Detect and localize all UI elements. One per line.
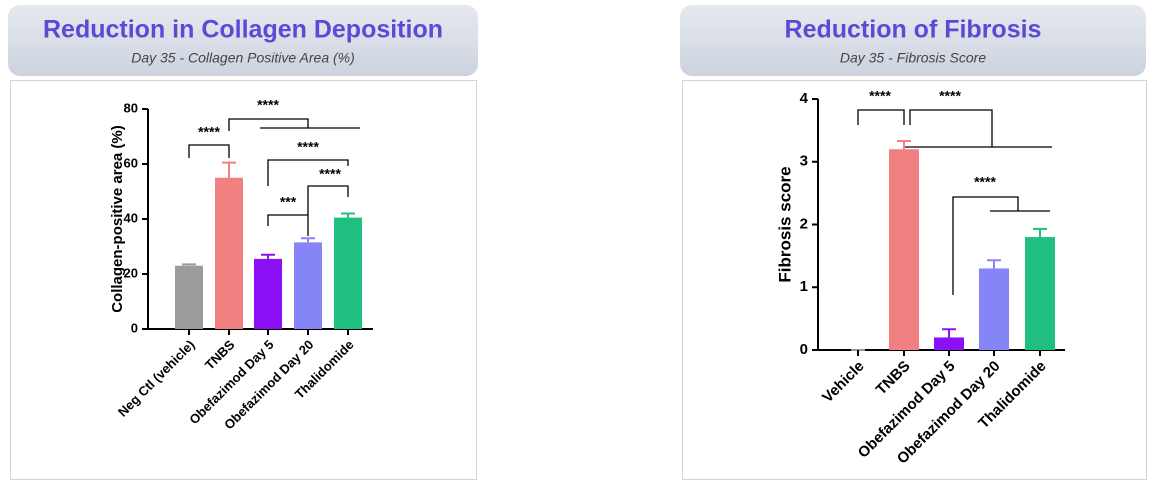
error-bar: [341, 212, 355, 218]
y-axis-label: Fibrosis score: [775, 166, 794, 282]
error-bar: [222, 161, 236, 178]
significance-bracket: [905, 109, 1052, 148]
error-bar: [301, 237, 315, 243]
error-bar: [261, 253, 275, 259]
y-tick-label: 3: [800, 153, 808, 170]
significance-label: ****: [319, 166, 341, 182]
bar: [215, 177, 243, 329]
error-bar: [182, 263, 196, 266]
significance-bracket: [228, 118, 360, 131]
bar: [934, 337, 964, 350]
significance-label: ****: [198, 124, 220, 140]
y-tick-label: 0: [800, 341, 808, 358]
y-tick-label: 40: [124, 210, 138, 225]
y-tick-label: 1: [800, 278, 808, 295]
error-bar: [987, 259, 1001, 269]
significance-label: ***: [280, 194, 297, 210]
y-tick-label: 2: [800, 215, 808, 232]
y-tick-label: 80: [124, 100, 138, 115]
bar: [254, 258, 282, 329]
bar: [889, 149, 919, 350]
y-tick-label: 0: [131, 320, 138, 335]
y-tick-label: 60: [124, 155, 138, 170]
significance-bracket: [307, 185, 349, 215]
chart-subtitle: Day 35 - Fibrosis Score: [840, 50, 986, 66]
significance-label: ****: [974, 174, 996, 190]
bar: [334, 217, 362, 329]
panel-frame: [10, 80, 477, 480]
bar: [175, 265, 203, 329]
significance-bracket: [952, 196, 1050, 295]
y-axis-label: Collagen-positive area (%): [109, 125, 126, 313]
significance-bracket: [857, 109, 905, 125]
error-bar: [942, 328, 956, 338]
significance-bracket: [188, 144, 230, 158]
significance-label: ****: [297, 139, 319, 155]
error-bar: [1033, 227, 1047, 238]
chart-title: Reduction in Collagen Deposition: [43, 16, 443, 44]
header-box: [8, 5, 478, 76]
chart-subtitle: Day 35 - Collagen Positive Area (%): [131, 50, 355, 66]
chart-title: Reduction of Fibrosis: [785, 16, 1042, 44]
significance-label: ****: [939, 88, 961, 104]
significance-label: ****: [869, 88, 891, 104]
y-tick-label: 4: [800, 90, 809, 107]
y-tick-label: 20: [124, 265, 138, 280]
bar: [1025, 237, 1055, 350]
error-bar: [897, 140, 911, 150]
header-box: [680, 5, 1146, 76]
significance-bracket: [267, 159, 349, 186]
bar: [294, 242, 322, 329]
bar: [979, 268, 1009, 350]
significance-label: ****: [257, 97, 279, 113]
significance-bracket: [267, 214, 309, 236]
